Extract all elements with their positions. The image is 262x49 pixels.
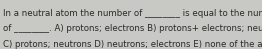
Text: of ________. A) protons; electrons B) protons+ electrons; neutrons: of ________. A) protons; electrons B) pr… xyxy=(3,24,262,33)
Text: C) protons; neutrons D) neutrons; electrons E) none of the above: C) protons; neutrons D) neutrons; electr… xyxy=(3,40,262,49)
Text: In a neutral atom the number of ________ is equal to the number: In a neutral atom the number of ________… xyxy=(3,9,262,18)
